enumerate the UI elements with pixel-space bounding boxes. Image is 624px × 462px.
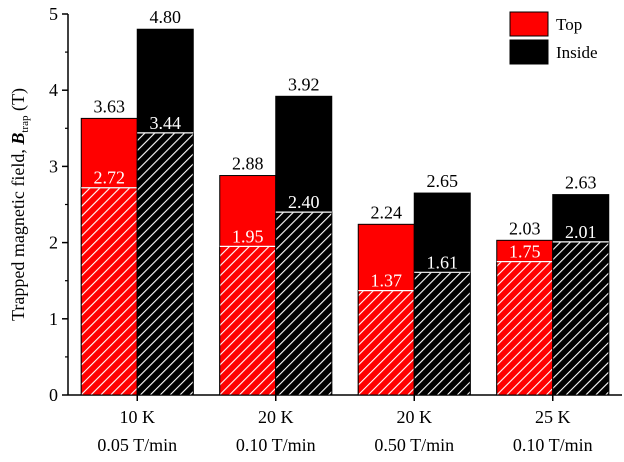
- data-label-top-total: 2.03: [509, 218, 541, 238]
- y-tick-label: 0: [49, 385, 58, 405]
- x-tick-label-rate: 0.10 T/min: [236, 435, 316, 455]
- legend-swatch-inside: [509, 39, 549, 65]
- data-label-inside-total: 2.63: [565, 173, 597, 193]
- bar-top-hatched: [357, 290, 415, 396]
- legend-swatch-top: [509, 11, 549, 37]
- data-label-inside-hatched: 1.61: [427, 252, 459, 272]
- data-label-top-hatched: 1.37: [371, 271, 403, 291]
- y-axis-title: Trapped magnetic field, Btrap (T): [8, 88, 31, 321]
- bar-top-hatched: [496, 261, 554, 396]
- x-tick-label-condition: 25 K: [535, 407, 571, 427]
- y-tick-label: 1: [49, 309, 58, 329]
- y-tick-label: 3: [49, 156, 58, 176]
- data-label-inside-total: 4.80: [150, 7, 182, 27]
- data-label-inside-total: 2.65: [427, 171, 459, 191]
- x-tick-label-rate: 0.05 T/min: [97, 435, 177, 455]
- y-tick-label: 4: [49, 80, 58, 100]
- legend: Top Inside: [509, 11, 598, 65]
- y-tick-label: 5: [49, 4, 58, 24]
- y-tick-label: 2: [49, 233, 58, 253]
- data-label-top-total: 2.88: [232, 154, 264, 174]
- data-label-inside-hatched: 2.01: [565, 222, 597, 242]
- x-tick-label-condition: 20 K: [397, 407, 433, 427]
- data-label-top-total: 3.63: [94, 96, 126, 116]
- bar-top-hatched: [219, 245, 277, 396]
- data-label-top-total: 2.24: [371, 202, 403, 222]
- bar-inside-hatched: [413, 271, 471, 396]
- x-tick-label-condition: 20 K: [258, 407, 294, 427]
- legend-label-inside: Inside: [556, 43, 598, 62]
- data-label-top-hatched: 1.75: [509, 242, 541, 262]
- data-label-inside-hatched: 3.44: [150, 113, 182, 133]
- bar-top-hatched: [80, 187, 138, 396]
- data-label-inside-hatched: 2.40: [288, 192, 320, 212]
- x-tick-label-condition: 10 K: [120, 407, 156, 427]
- legend-label-top: Top: [556, 15, 582, 34]
- data-label-inside-total: 3.92: [288, 74, 320, 94]
- x-tick-label-rate: 0.10 T/min: [513, 435, 593, 455]
- bar-inside-hatched: [552, 241, 610, 396]
- data-label-top-hatched: 2.72: [94, 168, 126, 188]
- bar-inside-hatched: [275, 211, 333, 396]
- x-tick-label-rate: 0.50 T/min: [374, 435, 454, 455]
- data-label-top-hatched: 1.95: [232, 226, 264, 246]
- bar-inside-hatched: [136, 132, 194, 396]
